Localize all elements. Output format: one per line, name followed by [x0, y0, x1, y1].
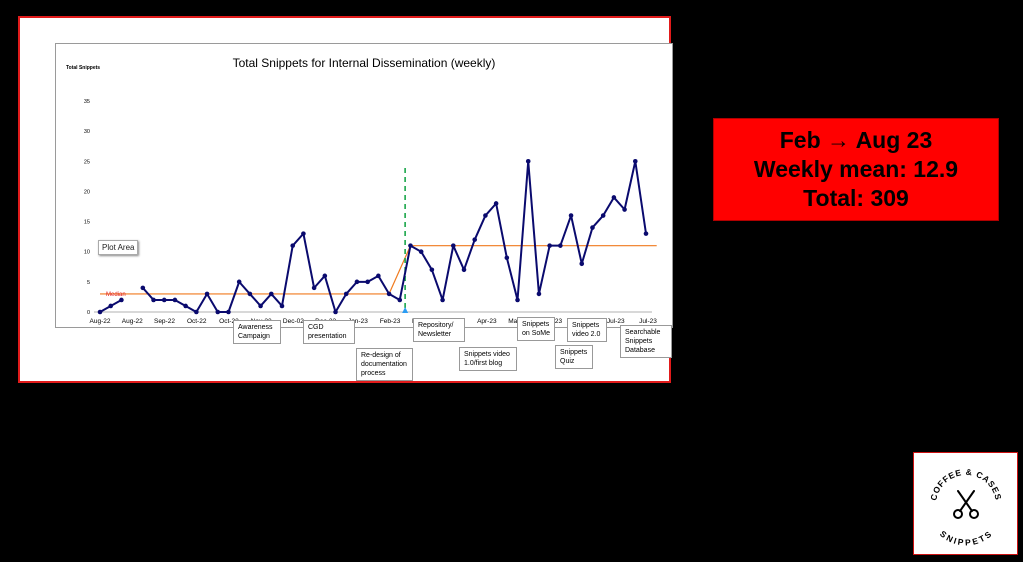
callout-cgd-presentation: CGD presentation — [303, 320, 355, 344]
data-point — [151, 297, 156, 303]
summary-period: Feb → Aug 23 — [779, 127, 933, 153]
data-point — [194, 309, 199, 315]
data-point — [311, 285, 317, 291]
x-tick-label: Jan-23 — [348, 318, 368, 325]
data-point — [376, 273, 381, 279]
data-point — [483, 213, 488, 218]
data-point — [558, 243, 563, 248]
y-tick-label: 25 — [84, 159, 90, 165]
x-tick-label: Oct-22 — [219, 318, 239, 325]
data-point — [472, 237, 478, 242]
callout-snippets-video-1: Snippets video 1.0/first blog — [459, 347, 517, 371]
data-point — [493, 201, 499, 206]
y-tick-label: 20 — [84, 189, 90, 195]
data-point — [343, 291, 349, 297]
y-tick-label: 35 — [84, 99, 90, 105]
chart-area[interactable]: Total Snippets for Internal Disseminatio… — [55, 43, 673, 328]
x-tick-label: Aug-22 — [122, 318, 143, 325]
data-point — [590, 225, 595, 230]
data-point — [579, 261, 585, 267]
coffee-cases-logo: COFFEE & CASES SNIPPETS — [913, 452, 1018, 555]
y-tick-label: 30 — [84, 129, 90, 135]
data-point — [525, 158, 531, 164]
data-point — [568, 213, 574, 218]
data-point — [268, 291, 274, 297]
line-chart[interactable]: 0 5 10 15 20 25 30 35 Aug-22 Aug-22 Sep-22 Oct-22 Oc… — [56, 44, 674, 329]
x-tick-label: Jul-23 — [607, 318, 625, 325]
data-point — [172, 297, 178, 303]
callout-snippets-quiz: Snippets Quiz — [555, 345, 593, 369]
intervention-marker — [402, 307, 409, 313]
summary-box: Feb → Aug 23 Weekly mean: 12.9 Total: 30… — [713, 118, 999, 221]
data-point — [504, 255, 510, 261]
data-point — [354, 279, 360, 285]
data-point — [547, 243, 552, 248]
x-tick-label: Apr-23 — [477, 318, 497, 325]
x-tick-label: Jul-23 — [639, 318, 657, 325]
callout-snippets-video-2: Snippets video 2.0 — [567, 318, 607, 342]
data-point — [643, 231, 649, 236]
data-point — [258, 303, 263, 309]
data-point — [536, 291, 542, 297]
chart-frame: Total Snippets for Internal Disseminatio… — [18, 16, 673, 383]
data-point — [119, 297, 124, 303]
data-point — [161, 297, 167, 303]
data-point — [461, 267, 467, 273]
callout-snippets-on-some: Snippets on SoMe — [517, 317, 555, 341]
scissors-icon — [953, 490, 979, 519]
data-point — [204, 291, 210, 297]
median-label: Median — [106, 292, 126, 298]
y-tick-label: 5 — [87, 280, 90, 286]
series-line — [142, 160, 647, 313]
data-point — [290, 243, 296, 248]
x-tick-label: Oct-22 — [187, 318, 207, 325]
data-point — [450, 243, 456, 248]
y-axis-label: Total Snippets — [66, 65, 101, 71]
logo-top-text: COFFEE & CASES — [928, 467, 1003, 502]
median-shift-connector — [388, 245, 412, 295]
data-point — [429, 267, 435, 273]
data-point — [397, 297, 403, 303]
x-tick-label: Feb-23 — [380, 318, 401, 325]
data-point — [247, 291, 253, 297]
data-point — [322, 273, 328, 279]
data-point — [386, 291, 392, 297]
data-point — [333, 309, 338, 315]
data-point — [215, 309, 221, 315]
logo-emblem: COFFEE & CASES SNIPPETS — [928, 467, 1003, 548]
logo-bottom-text: SNIPPETS — [938, 529, 994, 548]
data-point — [140, 285, 146, 291]
data-point — [408, 243, 413, 248]
data-point — [365, 279, 370, 285]
data-point — [622, 207, 627, 212]
data-point — [279, 303, 285, 309]
data-point — [611, 195, 617, 200]
callout-searchable-database: Searchable Snippets Database — [620, 325, 672, 358]
summary-weekly-mean: Weekly mean: 12.9 — [753, 156, 959, 182]
data-point — [236, 279, 242, 285]
x-tick-label: Dec-02 — [283, 318, 304, 325]
plot-area-tooltip: Plot Area — [98, 240, 139, 255]
callout-repository-newsletter: Repository/ Newsletter — [413, 318, 465, 342]
data-point — [600, 213, 606, 218]
data-point — [301, 231, 306, 236]
data-point — [226, 309, 231, 315]
chart-title: Total Snippets for Internal Disseminatio… — [232, 56, 496, 70]
y-tick-label: 15 — [84, 220, 90, 226]
data-point — [418, 249, 424, 255]
data-point — [183, 303, 188, 309]
data-point — [108, 303, 114, 309]
callout-redesign-documentation: Re-design of documentation process — [356, 348, 413, 381]
data-point — [440, 297, 445, 303]
data-point — [632, 158, 638, 164]
callout-awareness-campaign: Awareness Campaign — [233, 320, 281, 344]
data-point — [97, 309, 103, 315]
data-point — [515, 297, 520, 303]
x-tick-label: Sep-22 — [154, 318, 175, 325]
y-tick-label: 0 — [87, 310, 90, 316]
x-tick-label: Aug-22 — [90, 318, 111, 325]
summary-total: Total: 309 — [803, 185, 909, 211]
y-tick-label: 10 — [84, 250, 90, 256]
